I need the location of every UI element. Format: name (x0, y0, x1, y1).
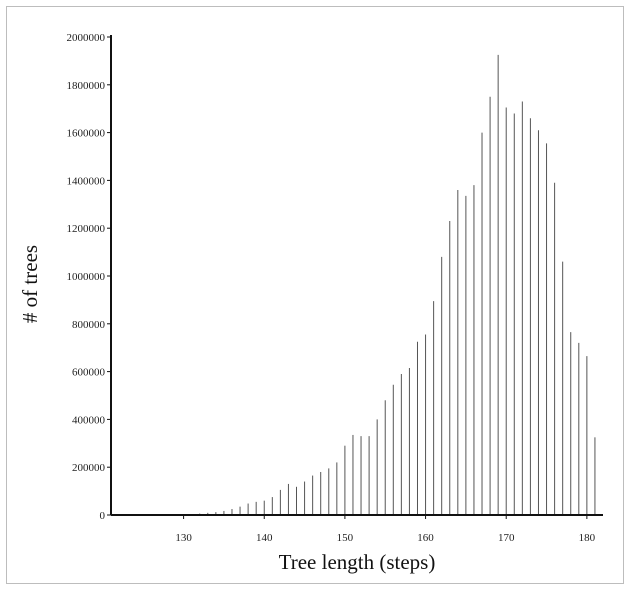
chart-frame: 0 200000 400000 600000 800000 1000000 1200000 1… (6, 6, 624, 584)
y-tick-label: 200000 (72, 462, 106, 474)
x-axis-ticks: 130 140 150 160 170 180 (175, 515, 596, 544)
y-tick-label: 1200000 (67, 223, 106, 235)
y-tick-label: 600000 (72, 367, 106, 379)
y-axis-label: # of trees (18, 245, 42, 323)
x-tick-label: 170 (498, 532, 515, 544)
y-tick-label: 800000 (72, 319, 106, 331)
histogram-chart: 0 200000 400000 600000 800000 1000000 1200000 1… (18, 32, 603, 574)
x-tick-label: 150 (337, 532, 354, 544)
y-tick-label: 2000000 (67, 32, 106, 44)
bars-group (183, 54, 596, 515)
y-tick-label: 1600000 (67, 128, 106, 140)
x-tick-label: 180 (579, 532, 596, 544)
x-tick-label: 140 (256, 532, 273, 544)
x-tick-label: 130 (175, 532, 192, 544)
y-tick-label: 1400000 (67, 175, 106, 187)
y-tick-label: 1000000 (67, 271, 106, 283)
y-tick-label: 400000 (72, 414, 106, 426)
x-tick-label: 160 (417, 532, 434, 544)
y-tick-label: 1800000 (67, 80, 106, 92)
y-axis-ticks: 0 200000 400000 600000 800000 1000000 1200000 1… (67, 32, 111, 522)
x-axis-label: Tree length (steps) (279, 550, 436, 574)
y-tick-label: 0 (100, 510, 106, 522)
